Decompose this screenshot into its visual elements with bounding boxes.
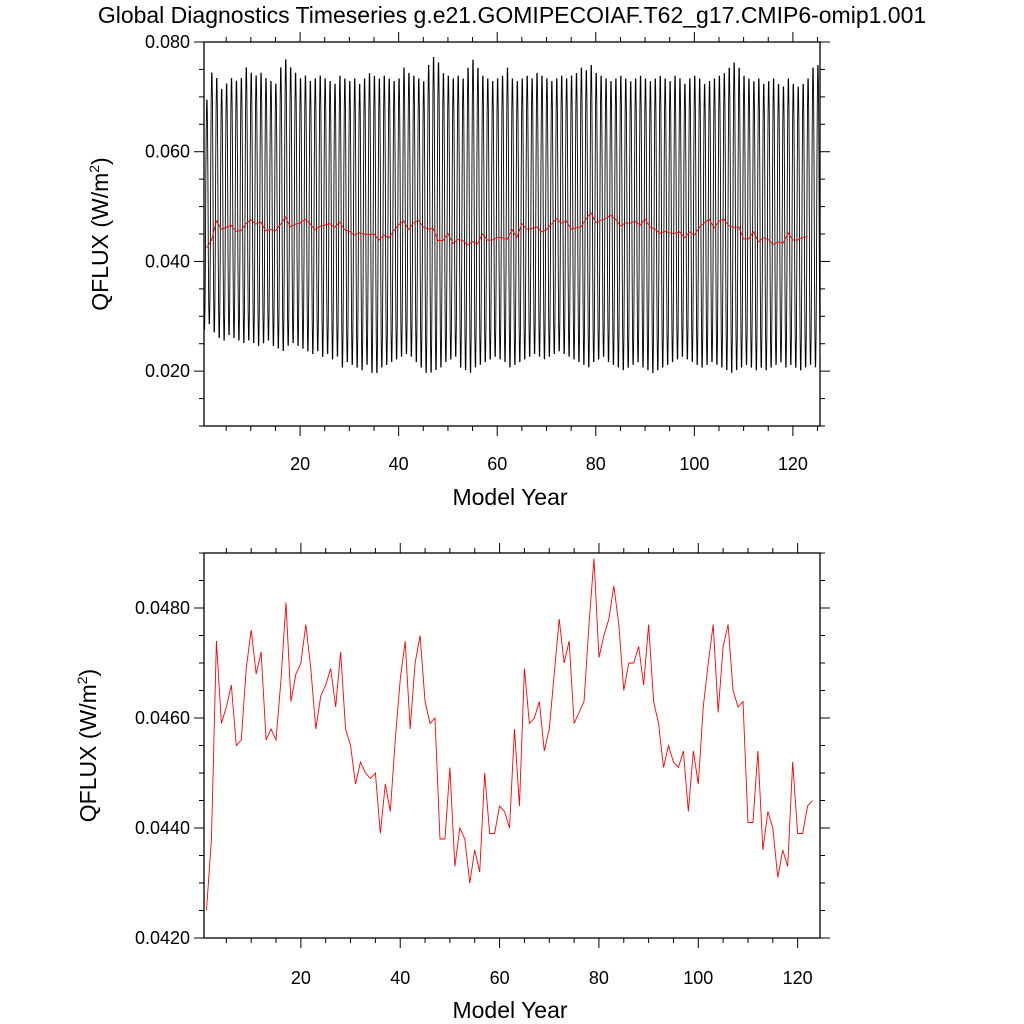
y-axis-title: QFLUX (W/m2) <box>86 157 113 310</box>
page-title: Global Diagnostics Timeseries g.e21.GOMI… <box>97 2 927 28</box>
x-tick-label: 100 <box>679 454 709 474</box>
y-axis-title: QFLUX (W/m2) <box>74 669 101 822</box>
y-axis-title-superscript: 2 <box>86 165 102 173</box>
y-axis-title-close: ) <box>87 157 113 165</box>
y-tick-label: 0.060 <box>145 142 190 162</box>
bottom-panel: 20 40 60 80 100 120 0.0420 0.0440 0.0460 0.0480 Mo… <box>74 543 830 1023</box>
x-tick-label: 60 <box>487 454 507 474</box>
y-axis-title-superscript: 2 <box>74 676 90 684</box>
x-tick-label: 20 <box>290 454 310 474</box>
y-tick-label: 0.0460 <box>135 708 190 728</box>
series-line-monthly <box>204 56 820 373</box>
y-tick-label: 0.0420 <box>135 928 190 948</box>
x-tick-label: 80 <box>589 968 609 988</box>
y-axis-title-close: ) <box>75 669 101 677</box>
x-tick-label: 120 <box>778 454 808 474</box>
y-tick-label: 0.020 <box>145 361 190 381</box>
y-tick-label: 0.0480 <box>135 598 190 618</box>
plot-frame <box>203 552 821 939</box>
x-tick-label: 40 <box>389 454 409 474</box>
y-axis-title-text: QFLUX (W/m <box>75 684 101 822</box>
top-panel: 20 40 60 80 100 120 0.020 0.040 0.060 0.080 Model … <box>86 32 830 510</box>
y-tick-label: 0.080 <box>145 32 190 52</box>
x-tick-label: 20 <box>291 968 311 988</box>
x-tick-label: 100 <box>683 968 713 988</box>
x-axis-title: Model Year <box>452 997 567 1023</box>
x-tick-label: 40 <box>390 968 410 988</box>
y-axis-title-text: QFLUX (W/m <box>87 173 113 311</box>
x-axis-title: Model Year <box>452 484 567 510</box>
y-tick-label: 0.040 <box>145 251 190 271</box>
x-tick-label: 60 <box>490 968 510 988</box>
x-tick-label: 120 <box>783 968 813 988</box>
x-tick-label: 80 <box>586 454 606 474</box>
series-line-annual <box>206 211 808 248</box>
series-line-annual <box>206 558 813 911</box>
y-tick-label: 0.0440 <box>135 818 190 838</box>
